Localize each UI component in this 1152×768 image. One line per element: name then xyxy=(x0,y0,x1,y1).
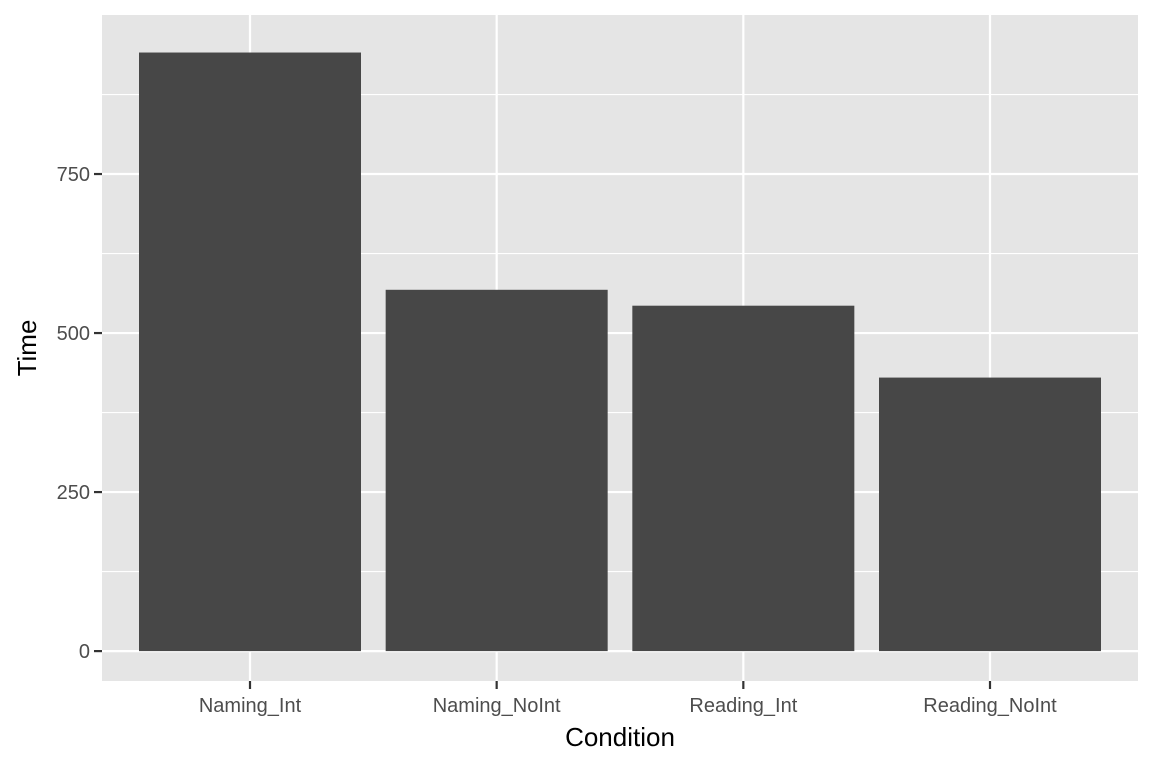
bar-naming-noint xyxy=(385,289,608,652)
x-axis-ticks: Naming_Int Naming_NoInt Reading_Int Reading… xyxy=(199,681,1057,717)
bar-reading-noint xyxy=(879,377,1101,652)
x-axis-title: Condition xyxy=(565,722,675,752)
x-tick-label: Reading_NoInt xyxy=(923,695,1057,717)
x-tick-label: Naming_NoInt xyxy=(433,695,561,717)
y-tick-label: 0 xyxy=(79,641,90,663)
y-axis-ticks: 0 250 500 750 xyxy=(57,164,102,663)
x-tick-label: Reading_Int xyxy=(689,695,797,717)
bar-naming-int xyxy=(139,52,361,652)
y-tick-label: 750 xyxy=(57,164,90,186)
y-tick-label: 250 xyxy=(57,482,90,504)
bar-reading-int xyxy=(632,305,855,652)
bars xyxy=(139,52,1101,652)
y-tick-label: 500 xyxy=(57,323,90,345)
x-tick-label: Naming_Int xyxy=(199,695,302,717)
y-axis-title: Time xyxy=(12,320,42,377)
